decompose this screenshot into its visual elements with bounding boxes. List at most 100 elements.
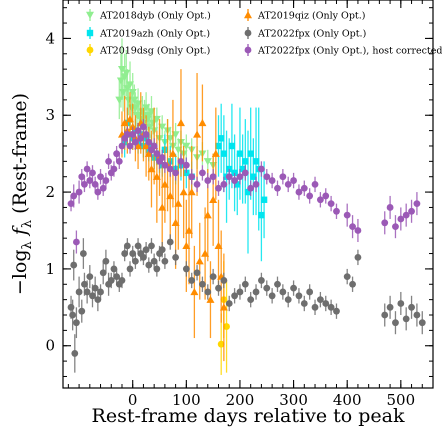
data-point	[225, 300, 233, 307]
legend-entry: AT2019qiz (Only Opt.)	[244, 9, 365, 22]
data-point	[73, 319, 80, 327]
data-point	[94, 188, 102, 196]
data-point	[129, 131, 137, 138]
data-point	[67, 303, 75, 311]
data-point	[144, 149, 153, 157]
data-point	[263, 173, 271, 181]
data-point	[258, 277, 265, 284]
data-point	[166, 238, 174, 246]
data-point	[83, 288, 91, 296]
data-point	[211, 149, 220, 157]
data-point	[122, 69, 131, 77]
legend-entry: AT2018dyb (Only Opt.)	[86, 9, 211, 22]
plot-frame	[62, 0, 434, 389]
data-point	[130, 96, 139, 104]
data-point	[386, 204, 394, 211]
legend-marker	[86, 29, 94, 37]
data-point	[78, 307, 86, 315]
data-point	[123, 131, 131, 138]
data-point	[242, 158, 249, 165]
data-point	[121, 250, 129, 257]
data-point	[182, 241, 191, 250]
data-point	[187, 188, 196, 196]
data-point	[142, 104, 151, 112]
data-point	[182, 142, 191, 150]
data-point	[188, 173, 196, 181]
data-point	[333, 307, 340, 315]
data-point	[236, 173, 244, 181]
data-point	[209, 173, 217, 181]
data-point	[295, 188, 303, 196]
data-point	[215, 142, 222, 150]
data-point	[343, 273, 351, 280]
data-point	[70, 261, 78, 269]
legend-label: AT2022fpx (Only Opt.)	[257, 29, 366, 40]
series-4	[67, 234, 426, 373]
data-point	[219, 303, 228, 311]
legend-label: AT2019qiz (Only Opt.)	[257, 11, 365, 22]
data-point	[386, 303, 394, 311]
data-point	[134, 100, 143, 108]
legend-marker	[244, 46, 252, 54]
data-point	[83, 165, 91, 173]
data-point	[402, 315, 410, 323]
data-point	[397, 215, 405, 223]
data-point	[284, 180, 292, 188]
data-point	[244, 188, 252, 196]
data-point	[418, 319, 426, 327]
x-tick-label: 500	[387, 391, 416, 409]
data-point	[402, 211, 410, 219]
data-point	[300, 184, 308, 192]
data-point	[145, 261, 153, 269]
data-point	[274, 184, 281, 192]
data-point	[166, 165, 174, 173]
data-point	[274, 280, 281, 288]
data-point	[110, 265, 118, 273]
data-point	[118, 277, 126, 284]
data-point	[89, 169, 96, 177]
data-point	[311, 303, 319, 311]
data-point	[75, 188, 83, 196]
data-point	[199, 280, 206, 288]
data-point	[209, 273, 217, 280]
legend-marker	[86, 46, 94, 54]
x-tick-label: 300	[279, 391, 308, 409]
data-point	[140, 253, 147, 261]
data-point	[126, 265, 134, 273]
data-point	[260, 196, 268, 203]
data-point	[182, 161, 190, 169]
data-point	[153, 265, 161, 273]
data-point	[137, 134, 145, 142]
data-point	[392, 223, 399, 231]
data-point	[142, 246, 150, 254]
data-point	[152, 115, 161, 124]
data-point	[349, 280, 356, 288]
data-point	[89, 292, 96, 300]
data-point	[134, 141, 143, 150]
data-point	[199, 169, 206, 177]
data-point	[349, 223, 356, 231]
data-point	[231, 169, 238, 177]
data-point	[392, 319, 399, 327]
data-point	[214, 241, 223, 250]
data-point	[306, 192, 314, 200]
y-tick-label: 1	[45, 260, 55, 278]
data-point	[327, 200, 335, 208]
data-point	[171, 131, 180, 139]
data-point	[284, 296, 292, 304]
data-point	[142, 141, 151, 150]
legend-label: AT2022fpx (Only Opt.), host corrected	[257, 46, 442, 57]
data-point	[195, 257, 204, 265]
data-point	[150, 257, 158, 265]
x-tick-label: 200	[226, 391, 255, 409]
legend: AT2018dyb (Only Opt.) AT2019azh (Only Opt…	[86, 9, 442, 57]
data-point	[99, 184, 107, 192]
data-point	[408, 303, 415, 311]
legend-marker	[244, 11, 252, 19]
data-point	[118, 142, 126, 150]
data-point	[166, 135, 175, 143]
data-point	[161, 257, 169, 265]
data-point	[99, 269, 107, 277]
data-point	[149, 119, 158, 127]
legend-marker	[86, 11, 94, 19]
